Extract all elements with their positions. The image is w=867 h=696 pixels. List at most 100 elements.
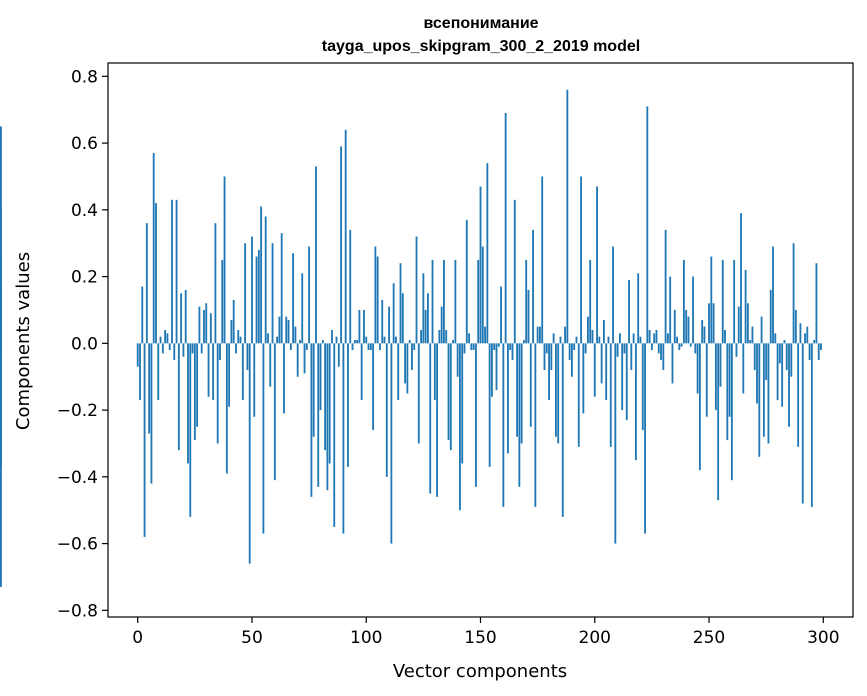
bar — [273, 343, 276, 481]
bar — [751, 326, 754, 344]
bar — [698, 343, 701, 471]
bar — [573, 343, 576, 351]
bar — [582, 343, 585, 414]
bar — [347, 343, 349, 467]
bar — [753, 343, 756, 371]
bar — [173, 343, 176, 361]
bar — [584, 343, 587, 354]
bar — [390, 343, 393, 544]
bar — [255, 256, 258, 344]
bar — [632, 333, 635, 344]
bar — [415, 236, 418, 344]
bar — [543, 343, 546, 371]
x-tick-label: 0 — [132, 628, 143, 648]
y-tick-label: −0.6 — [57, 535, 98, 555]
bar — [575, 336, 578, 344]
bar — [630, 343, 633, 371]
bar — [445, 329, 448, 344]
bar — [184, 289, 187, 344]
bar — [502, 343, 505, 507]
bar — [568, 343, 571, 361]
bar — [657, 343, 660, 354]
bar — [379, 343, 381, 351]
bar — [726, 343, 729, 441]
bar — [175, 199, 178, 344]
bar — [717, 343, 720, 501]
bar — [520, 343, 523, 444]
bar — [365, 336, 368, 344]
bar — [664, 229, 667, 344]
bar — [372, 343, 375, 431]
bar — [196, 343, 199, 427]
bar — [269, 343, 272, 387]
bar — [504, 113, 507, 344]
bar — [344, 129, 347, 344]
bar — [607, 336, 610, 344]
bar — [616, 343, 619, 357]
bar — [719, 343, 722, 387]
bar — [177, 343, 180, 451]
bar — [369, 343, 372, 351]
bar — [591, 329, 594, 344]
bar — [486, 163, 489, 344]
bar — [646, 106, 649, 344]
bar — [701, 319, 704, 344]
bar — [468, 333, 470, 344]
bar — [507, 343, 509, 454]
bar — [534, 343, 537, 507]
bar — [395, 336, 397, 344]
bar — [168, 343, 171, 351]
bar — [580, 176, 582, 344]
bar — [333, 343, 336, 527]
bar — [529, 343, 532, 427]
plot-frame — [107, 62, 854, 618]
bar — [449, 343, 452, 451]
bar — [139, 343, 141, 401]
bar — [518, 343, 521, 487]
bar — [650, 343, 653, 351]
bar — [187, 343, 189, 464]
bar — [182, 343, 185, 357]
bar — [198, 306, 201, 344]
bar — [433, 343, 436, 401]
bar — [810, 343, 813, 507]
bar — [207, 343, 210, 397]
bar — [0, 126, 2, 344]
bar — [495, 343, 498, 391]
bars-group — [0, 89, 822, 587]
bar — [820, 343, 822, 351]
bar — [465, 219, 468, 344]
bar — [776, 343, 779, 401]
bar — [287, 319, 290, 344]
bar — [388, 306, 390, 344]
bar — [774, 333, 777, 344]
y-tick-label: 0.6 — [71, 134, 98, 154]
bar — [411, 343, 413, 371]
bar — [742, 343, 745, 394]
bar — [150, 343, 153, 484]
bar — [225, 343, 228, 474]
bar — [714, 343, 717, 411]
bar — [283, 343, 285, 414]
bar — [161, 343, 164, 354]
bar — [767, 343, 770, 444]
bar — [772, 246, 774, 344]
bar — [682, 259, 685, 344]
bar — [539, 326, 541, 344]
bar — [765, 343, 768, 381]
bar — [634, 343, 637, 461]
bar — [762, 343, 765, 437]
bar — [571, 343, 573, 377]
bar — [285, 316, 288, 344]
bar — [712, 303, 715, 344]
bar — [324, 343, 327, 451]
bar — [363, 309, 365, 344]
bar — [191, 343, 194, 354]
bar — [740, 213, 742, 344]
bar — [808, 343, 811, 361]
bar — [251, 236, 253, 344]
y-tick-label: −0.8 — [57, 601, 98, 621]
bar — [385, 343, 388, 477]
bar — [404, 343, 406, 384]
y-tick-label: −0.4 — [57, 468, 98, 488]
